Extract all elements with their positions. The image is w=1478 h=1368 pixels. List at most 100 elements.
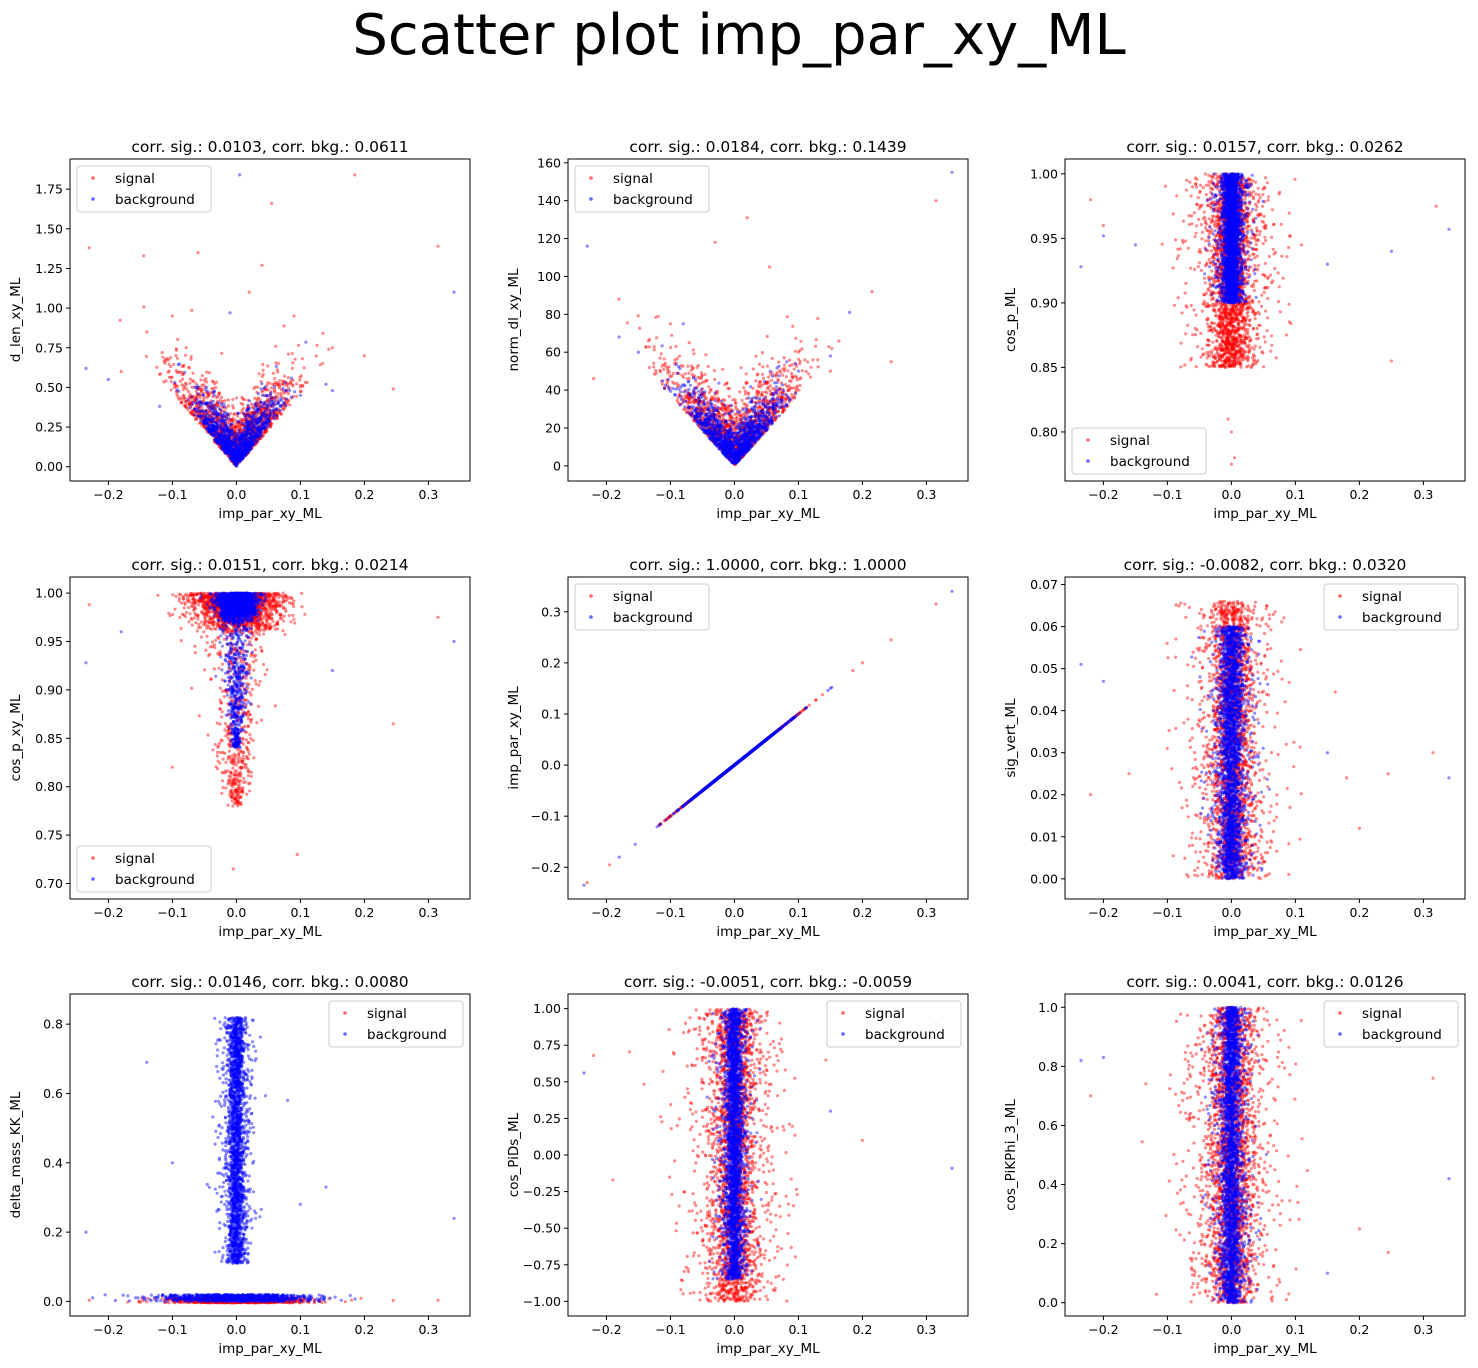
point xyxy=(216,432,220,436)
point xyxy=(223,442,227,446)
point xyxy=(200,414,204,418)
point xyxy=(224,449,228,453)
point xyxy=(243,438,247,442)
point xyxy=(169,375,173,379)
point xyxy=(238,448,242,453)
point xyxy=(253,432,258,436)
point xyxy=(240,450,244,454)
point xyxy=(178,370,182,374)
point xyxy=(238,430,242,434)
point xyxy=(262,406,266,410)
point xyxy=(227,436,231,440)
point xyxy=(768,389,772,393)
point xyxy=(238,451,243,455)
point xyxy=(246,429,251,433)
point xyxy=(260,263,264,267)
point xyxy=(206,416,210,420)
point xyxy=(223,451,227,455)
point xyxy=(214,428,218,433)
point xyxy=(263,401,267,406)
point xyxy=(169,388,173,392)
point xyxy=(687,400,691,405)
point xyxy=(775,372,779,377)
point xyxy=(244,452,248,456)
point xyxy=(225,444,229,448)
point xyxy=(260,413,264,417)
point xyxy=(799,339,803,343)
point xyxy=(264,428,268,432)
point xyxy=(238,430,242,434)
point xyxy=(244,433,248,437)
point xyxy=(206,403,210,407)
point xyxy=(207,408,211,412)
point xyxy=(192,410,196,414)
point xyxy=(201,420,205,424)
point xyxy=(224,435,229,439)
point xyxy=(278,404,282,408)
point xyxy=(201,414,205,418)
point xyxy=(240,428,244,433)
legend-label-background: background xyxy=(115,192,195,208)
point xyxy=(173,382,177,386)
point xyxy=(215,425,219,429)
point xyxy=(270,422,274,426)
point xyxy=(229,452,234,456)
point xyxy=(234,456,238,460)
point xyxy=(768,384,773,388)
point xyxy=(206,424,210,428)
point xyxy=(203,416,207,420)
point xyxy=(226,420,230,424)
point xyxy=(216,443,220,447)
point xyxy=(247,428,251,432)
point xyxy=(232,451,236,455)
point xyxy=(190,410,194,414)
point xyxy=(253,403,257,407)
point xyxy=(212,428,216,432)
point xyxy=(198,385,202,390)
point xyxy=(229,440,233,444)
point xyxy=(197,387,201,391)
point xyxy=(280,382,285,386)
point xyxy=(190,411,194,415)
point xyxy=(221,413,225,417)
point xyxy=(245,444,250,449)
point xyxy=(251,429,255,433)
point xyxy=(220,419,224,423)
point xyxy=(240,420,244,424)
point xyxy=(251,432,255,436)
point xyxy=(248,444,252,449)
point xyxy=(234,437,238,441)
point xyxy=(214,440,218,444)
point xyxy=(674,387,678,391)
point xyxy=(243,424,248,428)
point xyxy=(164,359,168,363)
point xyxy=(199,418,203,423)
point xyxy=(223,399,227,403)
point xyxy=(203,425,207,429)
point xyxy=(282,402,286,406)
point xyxy=(214,433,218,437)
point xyxy=(669,345,673,350)
point xyxy=(682,408,686,412)
point xyxy=(249,421,253,425)
point xyxy=(785,360,789,364)
point xyxy=(250,428,254,432)
point xyxy=(195,385,200,389)
point xyxy=(212,420,216,424)
point xyxy=(262,418,267,422)
point xyxy=(215,420,219,424)
point xyxy=(195,397,199,402)
point xyxy=(245,432,249,436)
point xyxy=(218,407,222,412)
point xyxy=(250,427,254,431)
point xyxy=(205,410,209,414)
point xyxy=(767,375,771,379)
point xyxy=(254,421,258,425)
point xyxy=(177,370,181,374)
point xyxy=(770,374,775,378)
point xyxy=(237,460,241,464)
point xyxy=(235,462,239,466)
point xyxy=(679,397,684,401)
point xyxy=(243,451,247,455)
point xyxy=(221,440,225,444)
